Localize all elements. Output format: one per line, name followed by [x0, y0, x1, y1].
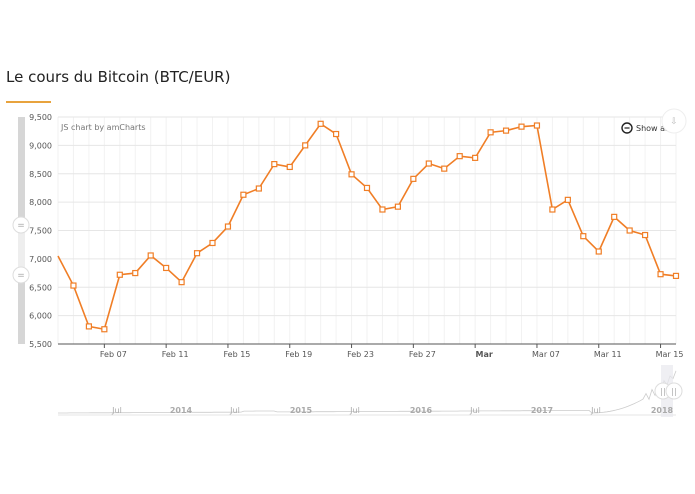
x-tick-label: Mar 11	[594, 350, 622, 359]
x-tick-label: Feb 19	[285, 350, 312, 359]
chart-credit: JS chart by amCharts	[60, 123, 146, 132]
data-point	[672, 272, 680, 279]
y-tick-label: 8,000	[29, 198, 52, 207]
data-point	[487, 129, 494, 136]
navigator-label: Jul	[469, 406, 480, 415]
y-tick-label: 8,500	[29, 170, 52, 179]
data-point	[657, 271, 664, 278]
navigator-label: 2014	[170, 406, 193, 415]
x-tick-label: Mar 15	[656, 350, 684, 359]
navigator-label: Jul	[111, 406, 122, 415]
data-point	[116, 271, 123, 278]
data-point	[456, 153, 463, 160]
navigator-label: 2016	[410, 406, 433, 415]
scrollbar-grip[interactable]	[12, 216, 30, 234]
data-point	[333, 130, 340, 138]
grip-icon: ||	[660, 387, 665, 396]
data-point	[410, 175, 417, 182]
data-point	[85, 323, 93, 330]
navigator-label: Jul	[349, 406, 360, 415]
data-point	[595, 248, 602, 255]
y-tick-label: 9,000	[29, 141, 52, 150]
grip-icon: =	[17, 221, 25, 231]
x-tick-label: Mar	[475, 350, 492, 359]
data-point	[132, 269, 139, 277]
y-tick-label: 5,500	[29, 340, 52, 349]
y-tick-label: 7,500	[29, 227, 52, 236]
navigator-label: 2015	[290, 406, 313, 415]
data-point	[317, 120, 324, 127]
navigator-series	[58, 370, 677, 414]
data-point	[379, 206, 386, 213]
navigator-label: 2018	[651, 406, 674, 415]
y-tick-label: 9,500	[29, 113, 52, 122]
navigator-grip[interactable]	[665, 382, 683, 400]
data-point	[255, 185, 262, 192]
navigator-label: Jul	[590, 406, 601, 415]
data-point	[163, 264, 170, 272]
page-title: Le cours du Bitcoin (BTC/EUR)	[6, 68, 231, 86]
x-tick-label: Mar 07	[532, 350, 560, 359]
y-tick-label: 6,500	[29, 283, 52, 292]
data-point	[209, 239, 216, 247]
export-menu-button[interactable]	[661, 108, 687, 134]
grip-icon: ||	[671, 387, 676, 396]
vertical-scrollbar-thumb[interactable]	[18, 225, 25, 275]
data-point	[240, 191, 247, 198]
data-point	[502, 127, 510, 134]
data-point	[147, 252, 154, 259]
data-point	[425, 160, 432, 167]
x-tick-label: Feb 07	[100, 350, 127, 359]
data-point	[441, 165, 448, 172]
navigator-label: 2017	[531, 406, 553, 415]
data-point	[533, 122, 541, 129]
x-tick-label: Feb 23	[347, 350, 374, 359]
data-point	[193, 250, 201, 257]
title-underline	[6, 101, 51, 103]
x-tick-label: Feb 15	[224, 350, 251, 359]
data-point	[101, 326, 108, 333]
data-point	[286, 163, 293, 171]
data-point	[302, 142, 309, 149]
data-point	[611, 213, 618, 220]
y-tick-label: 7,000	[29, 255, 52, 264]
zoom-out-icon	[621, 122, 633, 134]
data-point	[394, 203, 401, 210]
data-point	[641, 231, 649, 239]
data-point	[178, 279, 185, 286]
y-tick-label: 6,000	[29, 312, 52, 321]
download-icon: ⇩	[670, 117, 678, 127]
data-point	[472, 154, 479, 161]
data-point	[348, 171, 355, 178]
data-point	[518, 123, 525, 130]
navigator-label: Jul	[229, 406, 240, 415]
show-all-label[interactable]: Show all	[636, 124, 669, 133]
scrollbar-grip[interactable]	[12, 266, 30, 284]
grip-icon: =	[17, 271, 25, 281]
x-tick-label: Feb 11	[162, 350, 189, 359]
data-point	[564, 196, 571, 203]
data-point	[580, 233, 587, 240]
data-point	[224, 223, 232, 230]
data-point	[363, 184, 371, 192]
data-point	[549, 206, 556, 213]
data-point	[626, 227, 633, 234]
data-point	[70, 282, 77, 289]
data-point	[271, 161, 278, 168]
x-tick-label: Feb 27	[409, 350, 436, 359]
